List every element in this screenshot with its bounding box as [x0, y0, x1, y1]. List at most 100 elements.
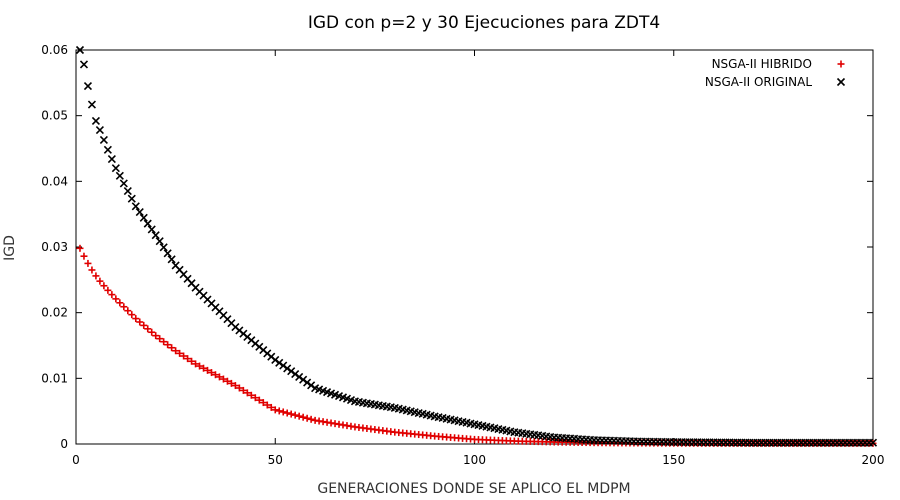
data-point-stroke	[526, 430, 535, 439]
data-point	[111, 164, 120, 173]
chart-title: IGD con p=2 y 30 Ejecuciones para ZDT4	[308, 13, 660, 33]
data-point-stroke	[442, 414, 451, 423]
data-point-stroke	[466, 419, 475, 428]
y-tick-label: 0.03	[41, 240, 68, 254]
data-point-stroke	[259, 346, 268, 355]
data-point-stroke	[494, 424, 503, 434]
data-point-stroke	[406, 407, 415, 416]
data-point	[275, 358, 284, 367]
data-point	[295, 372, 304, 381]
plot-frame	[75, 49, 874, 445]
data-point	[255, 396, 263, 404]
data-point	[164, 341, 172, 349]
data-point-stroke	[334, 391, 344, 401]
y-tick-label: 0.01	[41, 371, 68, 385]
data-point	[104, 286, 112, 294]
x-tick-label: 0	[72, 453, 80, 467]
data-point-stroke	[167, 255, 176, 264]
data-point-stroke	[99, 135, 108, 145]
data-point-stroke	[538, 431, 547, 440]
data-point-stroke	[514, 428, 523, 437]
data-point	[263, 401, 271, 409]
data-point-stroke	[322, 388, 332, 397]
data-point-stroke	[183, 274, 192, 283]
data-point-stroke	[478, 421, 487, 430]
data-point-stroke	[91, 116, 100, 125]
data-point-stroke	[386, 403, 395, 412]
data-point	[76, 244, 84, 252]
data-point	[207, 369, 215, 377]
data-point-stroke	[390, 403, 399, 412]
data-point	[251, 394, 259, 402]
data-point-stroke	[83, 82, 93, 91]
data-point-stroke	[95, 126, 104, 135]
series-original	[75, 45, 878, 447]
data-point	[259, 399, 267, 407]
data-point-stroke	[163, 249, 172, 258]
data-point-stroke	[211, 303, 220, 312]
data-point	[95, 126, 104, 135]
data-point	[160, 338, 168, 346]
data-point	[136, 318, 144, 326]
data-point	[99, 135, 108, 145]
data-point-stroke	[307, 381, 316, 390]
data-point-stroke	[434, 413, 443, 422]
data-point-stroke	[303, 378, 312, 387]
data-point-stroke	[319, 386, 328, 395]
data-point-stroke	[215, 307, 224, 316]
data-point-stroke	[195, 287, 204, 296]
x-tick-label: 100	[463, 453, 486, 467]
data-point	[156, 335, 164, 343]
data-point-stroke	[227, 319, 236, 328]
x-tick-label: 200	[862, 453, 885, 467]
data-point	[192, 360, 200, 368]
x-tick-label: 50	[268, 453, 283, 467]
data-point	[184, 355, 192, 363]
data-point	[139, 213, 148, 222]
data-point	[299, 375, 308, 384]
data-point	[100, 282, 108, 290]
data-point-stroke	[346, 395, 356, 405]
data-point	[159, 243, 168, 252]
data-point	[80, 252, 88, 260]
data-point-stroke	[502, 426, 511, 435]
data-point-stroke	[119, 179, 128, 188]
data-point	[307, 381, 316, 390]
data-point	[168, 344, 176, 352]
data-point	[155, 237, 164, 246]
data-point-stroke	[199, 291, 208, 300]
data-point	[128, 311, 136, 319]
data-point-stroke	[326, 389, 336, 398]
legend-label: NSGA-II HIBRIDO	[712, 57, 812, 71]
data-point-stroke	[366, 399, 375, 409]
data-point-stroke	[438, 413, 447, 423]
data-point-stroke	[498, 425, 507, 434]
data-point-stroke	[263, 349, 272, 358]
data-point-stroke	[135, 207, 144, 217]
data-point	[271, 355, 280, 365]
data-point-stroke	[159, 243, 168, 252]
data-point	[231, 382, 239, 390]
data-point	[287, 410, 295, 418]
data-point	[107, 154, 116, 164]
data-point-stroke	[267, 352, 276, 361]
data-point-stroke	[79, 60, 89, 69]
data-point	[115, 171, 124, 180]
data-point-stroke	[223, 315, 232, 324]
data-point	[132, 315, 140, 323]
series-hibrido	[76, 244, 877, 447]
x-tick-label: 150	[662, 453, 685, 467]
data-point	[144, 325, 152, 333]
data-point	[88, 266, 96, 274]
data-point-stroke	[207, 299, 216, 308]
data-point	[112, 295, 120, 303]
data-point	[151, 231, 160, 240]
data-point	[123, 186, 132, 196]
data-point	[79, 60, 89, 69]
data-point-stroke	[279, 361, 288, 370]
data-point	[163, 249, 172, 258]
data-point	[868, 438, 878, 447]
data-point	[303, 378, 312, 387]
data-point-stroke	[143, 219, 152, 228]
data-point-stroke	[315, 385, 324, 394]
